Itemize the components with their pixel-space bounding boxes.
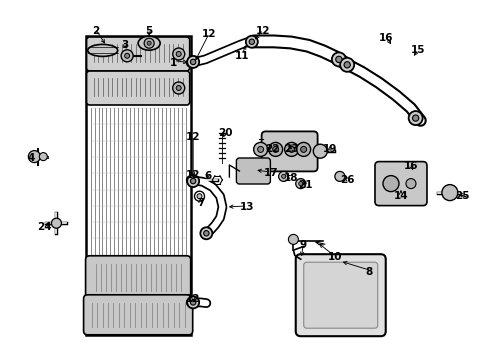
- FancyBboxPatch shape: [236, 158, 270, 184]
- Circle shape: [187, 175, 199, 187]
- Circle shape: [172, 48, 184, 60]
- Text: 19: 19: [322, 144, 337, 154]
- FancyBboxPatch shape: [261, 131, 317, 171]
- Text: 12: 12: [185, 132, 200, 142]
- Circle shape: [121, 50, 133, 62]
- Circle shape: [281, 174, 285, 179]
- Text: 16: 16: [378, 33, 393, 43]
- Circle shape: [313, 144, 326, 158]
- Circle shape: [382, 176, 398, 192]
- Text: 9: 9: [299, 240, 306, 250]
- Circle shape: [288, 234, 298, 244]
- Text: 12: 12: [202, 29, 216, 39]
- Circle shape: [344, 62, 349, 68]
- Text: 20: 20: [217, 128, 232, 138]
- Text: 21: 21: [298, 180, 312, 190]
- Circle shape: [288, 147, 294, 152]
- FancyBboxPatch shape: [86, 37, 189, 71]
- Circle shape: [278, 171, 288, 181]
- Text: 6: 6: [204, 171, 211, 181]
- Text: 22: 22: [264, 144, 279, 154]
- Circle shape: [405, 179, 415, 189]
- Text: 12: 12: [185, 170, 200, 180]
- Circle shape: [147, 41, 151, 45]
- Circle shape: [203, 231, 209, 236]
- FancyBboxPatch shape: [83, 295, 192, 335]
- Text: 5: 5: [145, 26, 152, 36]
- Circle shape: [172, 82, 184, 94]
- Circle shape: [296, 143, 310, 156]
- Circle shape: [284, 143, 298, 156]
- Text: 7: 7: [196, 198, 204, 208]
- Circle shape: [245, 36, 257, 48]
- Bar: [85, 36, 190, 335]
- Circle shape: [194, 191, 204, 201]
- FancyBboxPatch shape: [85, 256, 190, 299]
- Circle shape: [298, 181, 302, 186]
- Circle shape: [28, 150, 40, 163]
- FancyBboxPatch shape: [86, 71, 189, 105]
- Circle shape: [408, 111, 422, 125]
- Circle shape: [190, 179, 196, 184]
- Circle shape: [124, 53, 129, 58]
- Text: 3: 3: [121, 40, 128, 50]
- Text: 13: 13: [239, 202, 254, 212]
- Circle shape: [197, 194, 202, 199]
- Circle shape: [190, 300, 196, 305]
- Circle shape: [190, 59, 196, 65]
- Text: 24: 24: [37, 222, 51, 232]
- Circle shape: [412, 115, 418, 121]
- Text: 2: 2: [92, 26, 99, 36]
- Text: 17: 17: [264, 168, 278, 178]
- Circle shape: [441, 185, 457, 201]
- Text: 4: 4: [27, 153, 35, 163]
- Circle shape: [272, 147, 278, 152]
- Ellipse shape: [87, 44, 118, 57]
- Text: 16: 16: [403, 161, 417, 171]
- Ellipse shape: [138, 36, 160, 50]
- Text: 15: 15: [410, 45, 425, 55]
- Circle shape: [176, 85, 181, 90]
- Circle shape: [200, 227, 212, 239]
- Circle shape: [187, 296, 199, 309]
- Circle shape: [253, 143, 267, 156]
- Circle shape: [257, 147, 263, 152]
- Text: 18: 18: [283, 173, 298, 183]
- Text: 12: 12: [255, 26, 270, 36]
- Circle shape: [295, 179, 305, 189]
- Text: 25: 25: [454, 191, 468, 201]
- Text: 11: 11: [234, 51, 249, 61]
- Circle shape: [248, 39, 254, 44]
- Circle shape: [268, 143, 282, 156]
- FancyBboxPatch shape: [374, 162, 426, 206]
- Circle shape: [331, 53, 345, 66]
- Circle shape: [334, 171, 344, 181]
- Text: 14: 14: [393, 191, 407, 201]
- Circle shape: [187, 56, 199, 68]
- Circle shape: [340, 58, 353, 72]
- FancyBboxPatch shape: [303, 262, 377, 328]
- Circle shape: [176, 51, 181, 57]
- Text: 23: 23: [283, 144, 298, 154]
- Text: 26: 26: [339, 175, 354, 185]
- Text: 8: 8: [365, 267, 372, 277]
- Circle shape: [51, 218, 61, 228]
- Text: 1: 1: [170, 58, 177, 68]
- Circle shape: [300, 147, 306, 152]
- Circle shape: [335, 56, 341, 63]
- Text: 10: 10: [327, 252, 342, 262]
- FancyBboxPatch shape: [295, 254, 385, 336]
- Circle shape: [39, 153, 47, 161]
- Text: 12: 12: [185, 294, 200, 304]
- Circle shape: [144, 38, 154, 48]
